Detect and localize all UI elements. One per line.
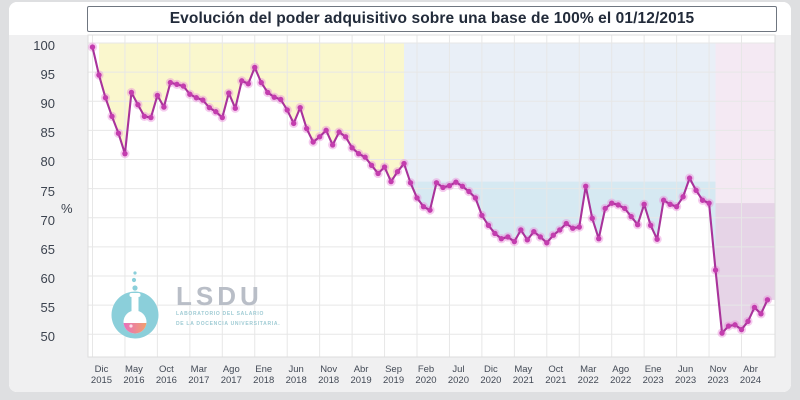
y-tick-label: 85 bbox=[40, 125, 55, 141]
x-tick-label: Mar 2017 bbox=[188, 364, 210, 386]
chart-card: Evolución del poder adquisitivo sobre un… bbox=[9, 2, 791, 392]
y-tick-label: 60 bbox=[40, 270, 55, 286]
lsdu-logo-subtitle-1: LABORATORIO DEL SALARIO bbox=[176, 311, 265, 317]
x-tick-label: Jun 2018 bbox=[285, 364, 307, 386]
x-tick-label: Sep 2019 bbox=[382, 364, 405, 386]
y-tick-label: 100 bbox=[33, 38, 55, 53]
x-tick-label: Feb 2020 bbox=[415, 364, 437, 386]
x-tick-label: Nov 2023 bbox=[707, 364, 729, 386]
y-tick-label: 50 bbox=[40, 329, 55, 345]
x-tick-label: Jul 2020 bbox=[447, 364, 469, 386]
plot-svg[interactable] bbox=[9, 2, 791, 392]
x-tick-label: Mar 2022 bbox=[577, 364, 599, 386]
x-tick-label: Jun 2023 bbox=[675, 364, 697, 386]
x-tick-label: Nov 2018 bbox=[318, 364, 340, 386]
lsdu-logo-subtitle-2: DE LA DOCENCIA UNIVERSITARIA. bbox=[176, 321, 281, 327]
y-tick-label: 80 bbox=[40, 154, 55, 170]
x-tick-label: Abr 2024 bbox=[739, 364, 762, 386]
lsdu-flask-icon bbox=[111, 271, 159, 339]
y-tick-label: 95 bbox=[40, 67, 55, 83]
lsdu-logo: LSDU LABORATORIO DEL SALARIO DE LA DOCEN… bbox=[106, 268, 280, 344]
x-tick-label: Abr 2019 bbox=[350, 364, 372, 386]
y-tick-label: 75 bbox=[40, 183, 55, 199]
x-tick-label: Oct 2021 bbox=[545, 364, 567, 386]
lsdu-logo-text: LSDU LABORATORIO DEL SALARIO DE LA DOCEN… bbox=[176, 281, 281, 328]
x-tick-label: Ago 2022 bbox=[610, 364, 632, 386]
chart-title-box: Evolución del poder adquisitivo sobre un… bbox=[87, 6, 777, 32]
x-tick-label: May 2016 bbox=[123, 364, 145, 386]
y-tick-label: 65 bbox=[40, 241, 55, 257]
x-tick-label: Dic 2020 bbox=[480, 364, 502, 386]
x-tick-label: Dic 2015 bbox=[90, 364, 113, 386]
y-tick-label: 55 bbox=[40, 300, 55, 316]
x-tick-label: Ago 2017 bbox=[220, 364, 242, 386]
x-tick-label: May 2021 bbox=[512, 364, 534, 386]
x-tick-label: Ene 2018 bbox=[253, 364, 275, 386]
lsdu-logo-name: LSDU bbox=[176, 281, 263, 311]
chart-title: Evolución del poder adquisitivo sobre un… bbox=[169, 10, 695, 27]
y-tick-label: 90 bbox=[40, 96, 55, 112]
y-tick-label: 70 bbox=[40, 212, 55, 228]
y-axis-unit: % bbox=[61, 201, 73, 216]
x-tick-label: Ene 2023 bbox=[642, 364, 664, 386]
x-tick-label: Oct 2016 bbox=[155, 364, 177, 386]
